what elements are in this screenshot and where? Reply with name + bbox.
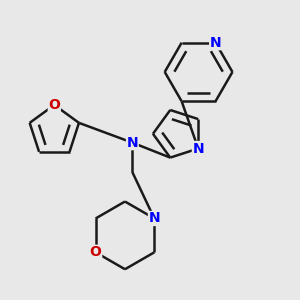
- Text: N: N: [148, 212, 160, 226]
- Text: O: O: [48, 98, 60, 112]
- Text: N: N: [210, 36, 221, 50]
- Text: N: N: [192, 142, 204, 155]
- Text: O: O: [90, 245, 102, 259]
- Text: N: N: [127, 136, 138, 150]
